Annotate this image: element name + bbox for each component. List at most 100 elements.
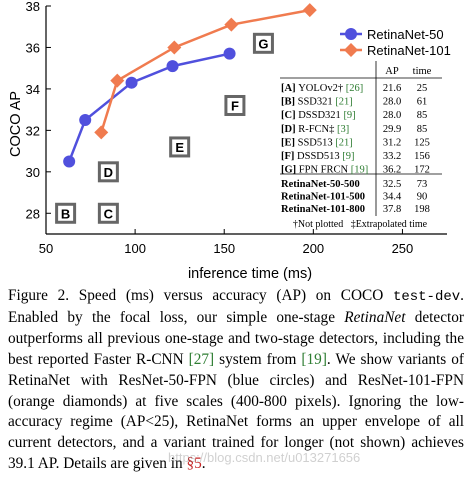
point-retinanet-50-4 [223,47,236,60]
table-row-r-fcn-tag: [D] [281,124,298,135]
table-row-yolov2-time: 25 [417,83,428,94]
table-row-retinanet-50-500-method: RetinaNet-50-500 [281,179,360,190]
caption-section-link[interactable]: §5 [186,455,202,473]
watermark-text: https://blog.csdn.net/u013271656 [168,450,361,465]
table-footnote: †Not plotted ‡Extrapolated time [293,219,428,230]
method-label-b: B [55,202,77,224]
table-rows: [A] YOLOv2† [26] 21.6 25 [B] SSD321 [21] 28.… [281,83,430,176]
method-label-c: C [97,202,119,224]
speed-accuracy-chart: 50 100 150 200 250 28 30 32 34 36 38 inference ti… [8,0,451,282]
table-row-ssd321-ref: [21] [335,97,353,108]
table-row-retinanet-101-800-time: 198 [414,204,430,215]
method-label-e: E [169,136,191,158]
table-row-yolov2-name: YOLOv2† [298,83,346,94]
table-header-time: time [413,66,432,77]
caption-ref-19[interactable]: [19] [301,350,327,368]
table-row-dssd513-ref: [9] [342,151,354,162]
table-row-ssd513-method: [E] SSD513 [21] [281,137,353,148]
table-row-yolov2-ap: 21.6 [383,83,401,94]
table-row-yolov2-ref: [26] [346,83,364,94]
table-row-ssd513-ref: [21] [335,137,353,148]
method-label-d: D [97,161,119,183]
table-row-dssd513-tag: [F] [281,151,297,162]
method-label-g: G [252,32,274,54]
series-line-retinanet-50 [68,52,230,162]
y-tick-label-28: 28 [26,206,40,221]
caption-part-3: detector outperforms all previous one-st… [8,308,465,368]
table-retina-rows: RetinaNet-50-500 32.5 73 RetinaNet-101-500 3… [281,179,430,215]
x-tick-label-250: 250 [392,241,414,256]
y-tick-label-34: 34 [26,82,40,97]
table-row-retinanet-50-500-ap: 32.5 [383,179,401,190]
legend-label-retinanet-50: RetinaNet-50 [367,27,444,42]
legend: RetinaNet-50 RetinaNet-101 [340,27,451,58]
table-row-ssd321-time: 61 [417,97,428,108]
table-row-ssd321-name: SSD321 [298,97,336,108]
table-row-r-fcn-name: R-FCN‡ [298,124,337,135]
table-row-dssd513-method: [F] DSSD513 [9] [281,151,355,162]
table-row-r-fcn-ap: 29.9 [383,124,401,135]
y-tick-label-32: 32 [26,123,40,138]
y-axis-label: COCO AP [8,91,24,157]
legend-label-retinanet-101: RetinaNet-101 [367,43,451,58]
method-label-text-f: F [231,98,239,113]
table-row-dssd321-method: [C] DSSD321 [9] [281,110,356,121]
table-row-retinanet-101-500-ap: 34.4 [383,192,402,203]
method-label-box-c [97,202,119,224]
table-row-ssd513-tag: [E] [281,137,298,148]
table-row-retinanet-101-800-ap: 37.8 [383,204,401,215]
table-row-ssd321-tag: [B] [281,97,298,108]
method-label-text-d: D [104,165,113,180]
point-retinanet-101-2 [167,40,182,55]
y-ticks: 28 30 32 34 36 38 [26,0,51,221]
table-row-ssd321-ap: 28.0 [383,97,401,108]
x-tick-label-100: 100 [124,241,146,256]
y-tick-label-36: 36 [26,40,40,55]
table-row-fpn-frcn-tag: [G] [281,165,299,176]
x-ticks: 50 100 150 200 250 [39,229,414,256]
x-tick-label-150: 150 [213,241,235,256]
table-row-fpn-frcn-method: [G] FPN FRCN [19] [281,165,368,176]
legend-marker-retinanet-50 [345,28,357,40]
table-row-retinanet-101-500-method: RetinaNet-101-500 [281,192,365,203]
figure-caption: Figure 2. Speed (ms) versus accuracy (AP… [8,286,464,475]
method-point-labels: B C D E F G [55,32,274,224]
plot-axes [45,6,447,235]
caption-ref-27[interactable]: [27] [188,350,215,368]
point-retinanet-101-4 [302,3,317,18]
point-retinanet-101-3 [224,17,239,32]
x-axis-label: inference time (ms) [188,266,312,282]
x-tick-label-50: 50 [39,241,53,256]
caption-part-6: . [201,455,206,473]
method-label-box-b [55,202,77,224]
point-retinanet-50-1 [79,114,92,126]
table-row-fpn-frcn-ref: [19] [351,165,369,176]
caption-part-5: . We show variants of RetinaNet with Res… [8,350,464,473]
table-row-dssd321-tag: [C] [281,110,298,121]
point-retinanet-101-1 [110,73,125,88]
table-row-yolov2-method: [A] YOLOv2† [26] [281,83,363,94]
y-tick-label-38: 38 [26,0,40,14]
table-row-ssd321-method: [B] SSD321 [21] [281,97,353,108]
caption-part-1: Figure 2. Speed (ms) versus accuracy (AP… [8,287,393,304]
table-row-retinanet-50-500-time: 73 [417,179,428,190]
table-row-r-fcn-time: 85 [417,124,428,135]
point-retinanet-50-0 [63,155,76,168]
table-row-r-fcn-method: [D] R-FCN‡ [3] [281,124,349,135]
table-row-fpn-frcn-time: 172 [414,165,430,176]
point-retinanet-50-3 [166,60,179,73]
table-row-dssd321-name: DSSD321 [298,110,343,121]
table-row-ssd513-ap: 31.2 [383,137,401,148]
table-row-dssd321-time: 85 [417,110,428,121]
table-row-dssd321-ref: [9] [343,110,355,121]
table-row-dssd513-ap: 33.2 [383,151,401,162]
method-label-text-b: B [61,206,70,221]
legend-marker-retinanet-101 [344,43,358,57]
series-line-retinanet-101 [100,8,310,133]
method-label-box-e [169,136,191,158]
point-retinanet-101-0 [94,125,109,140]
table-row-fpn-frcn-ap: 36.2 [383,165,401,176]
table-row-fpn-frcn-name: FPN FRCN [299,165,351,176]
table-row-r-fcn-ref: [3] [337,124,349,135]
method-label-box-f [224,94,246,116]
